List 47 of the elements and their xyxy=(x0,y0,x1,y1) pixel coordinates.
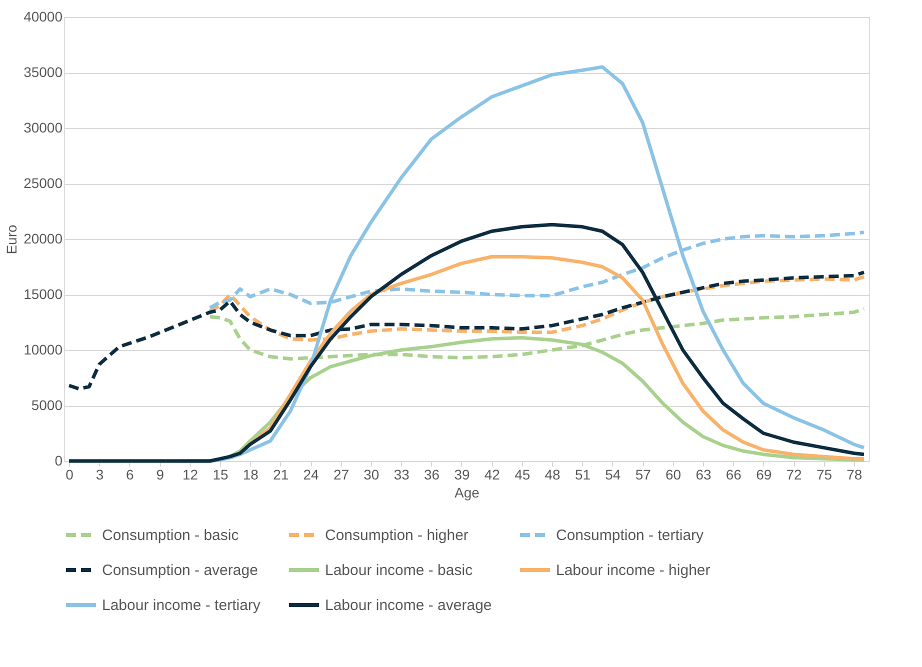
x-tick-label: 6 xyxy=(126,466,134,482)
x-tick-label: 54 xyxy=(605,466,621,482)
y-tick-label: 30000 xyxy=(24,120,63,136)
legend-label: Consumption - average xyxy=(102,562,258,579)
x-tick-label: 15 xyxy=(212,466,228,482)
x-tick-label: 18 xyxy=(242,466,259,482)
y-tick-label: 20000 xyxy=(24,230,63,246)
y-tick-label: 15000 xyxy=(24,286,63,302)
y-tick-label: 25000 xyxy=(24,175,63,191)
line-series xyxy=(67,222,866,463)
y-tick-label: 40000 xyxy=(24,8,63,24)
x-tick-label: 33 xyxy=(394,466,410,482)
x-tick-label: 60 xyxy=(665,466,682,482)
y-tick-label: 35000 xyxy=(24,64,63,80)
x-tick-label: 57 xyxy=(635,466,652,482)
x-tick-label: 78 xyxy=(846,466,862,482)
x-tick-label: 21 xyxy=(273,466,289,482)
x-tick-label: 27 xyxy=(333,466,350,482)
x-tick-label: 42 xyxy=(484,466,500,482)
x-tick-label: 30 xyxy=(364,466,380,482)
x-tick-label: 66 xyxy=(726,466,742,482)
x-tick-label: 51 xyxy=(574,466,591,482)
legend-label: Labour income - higher xyxy=(556,562,710,579)
x-tick-label: 9 xyxy=(156,466,164,482)
x-axis-title: Age xyxy=(454,484,480,500)
x-tick-label: 39 xyxy=(454,466,470,482)
x-tick-label: 63 xyxy=(696,466,712,482)
x-tick-label: 0 xyxy=(66,466,74,482)
legend-label: Labour income - average xyxy=(325,597,492,614)
legend-label: Consumption - tertiary xyxy=(556,527,704,544)
x-tick-label: 45 xyxy=(514,466,530,482)
x-tick-label: 36 xyxy=(424,466,440,482)
y-axis-title: Euro xyxy=(4,224,20,254)
x-tick-label: 24 xyxy=(303,466,320,482)
y-tick-label: 0 xyxy=(54,452,63,468)
x-tick-label: 3 xyxy=(96,466,104,482)
legend-label: Consumption - basic xyxy=(102,527,240,544)
x-tick-label: 48 xyxy=(544,466,561,482)
legend-label: Labour income - basic xyxy=(325,562,474,579)
x-tick-label: 69 xyxy=(756,466,772,482)
x-tick-label: 72 xyxy=(786,466,802,482)
y-tick-label: 5000 xyxy=(31,397,63,413)
x-tick-label: 75 xyxy=(816,466,832,482)
x-tick-label: 12 xyxy=(182,466,198,482)
legend-label: Labour income - tertiary xyxy=(102,597,261,614)
y-tick-label: 10000 xyxy=(24,342,63,358)
legend-label: Consumption - higher xyxy=(325,527,468,544)
